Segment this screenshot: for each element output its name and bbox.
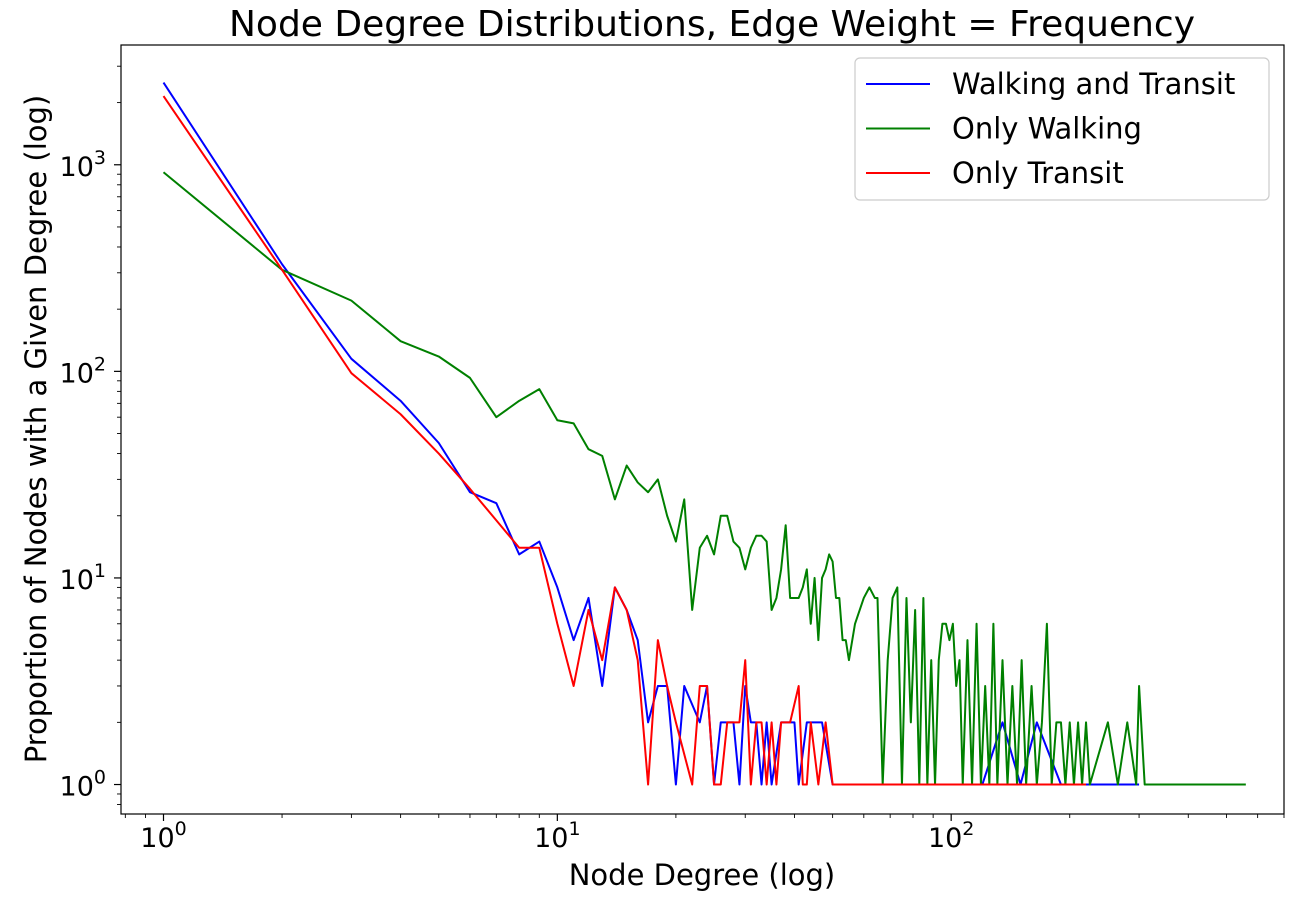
y-axis-label: Proportion of Nodes with a Given Degree … [19,95,53,764]
x-tick-label: 100 [140,818,186,854]
x-tick-label: 101 [534,818,580,854]
y-tick-label: 103 [60,147,106,183]
series-line-2 [162,171,1246,786]
plot-frame [120,44,1285,815]
series-layer [162,82,1246,786]
legend: Walking and Transit Only Walking Only Tran… [854,57,1270,201]
y-axis: 100 101 102 103 [60,65,121,805]
y-tick-label: 100 [60,767,106,803]
legend-frame [854,57,1270,201]
x-axis: 100 101 102 [124,814,1285,854]
x-axis-label: Node Degree (log) [569,858,836,892]
y-tick-label: 101 [60,560,106,596]
legend-label-3: Only Transit [952,156,1124,190]
x-tick-label: 102 [928,818,974,854]
chart-title: Node Degree Distributions, Edge Weight =… [229,4,1195,45]
y-tick-label: 102 [60,353,106,389]
series-line-3 [162,95,1087,786]
legend-label-2: Only Walking [952,112,1142,146]
legend-label-1: Walking and Transit [952,67,1235,101]
